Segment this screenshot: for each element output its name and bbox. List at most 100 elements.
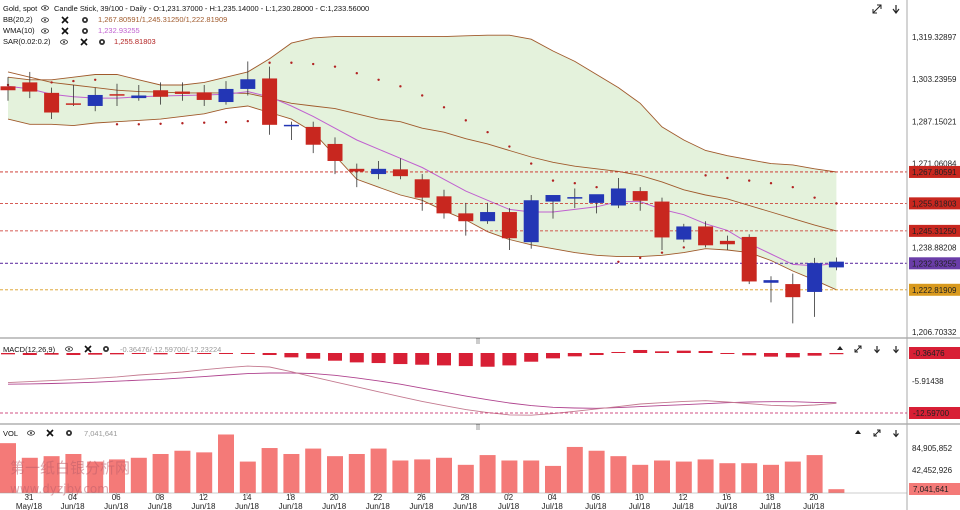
macd-histogram-bar [66, 353, 81, 356]
volume-settings-icon[interactable] [66, 430, 72, 436]
eye-icon[interactable] [41, 5, 49, 11]
volume-axis-label: 84,905,852 [912, 444, 953, 453]
volume-bar [806, 455, 823, 493]
resize-handle-icon[interactable] [476, 424, 480, 430]
macd-histogram-bar [720, 353, 735, 354]
volume-axis-label: 42,452,926 [912, 466, 953, 475]
candle [153, 90, 169, 97]
candle [109, 94, 125, 96]
volume-up-icon[interactable] [855, 430, 861, 434]
macd-header: MACD(12,26,9) -0.36476/-12.59700/-12.232… [3, 345, 899, 354]
candle [22, 82, 38, 92]
watermark-url: www.dyzjby.com [10, 482, 109, 496]
sar-point [704, 174, 707, 177]
candle [828, 261, 844, 268]
price-axis-label: 1,238.88208 [912, 244, 957, 253]
macd-histogram-bar [502, 353, 517, 366]
macd-eye-icon[interactable] [65, 346, 73, 352]
x-axis-day-label: 12 [679, 493, 688, 502]
macd-expand-icon[interactable] [854, 345, 862, 353]
macd-histogram-bar [698, 350, 713, 353]
price-badge-label: 1,245.31250 [912, 227, 957, 236]
expand-icon[interactable] [872, 4, 882, 14]
volume-bar [305, 448, 322, 493]
x-axis-month-label: Jul/18 [629, 502, 651, 510]
macd-current-value: -0.36476 [913, 349, 945, 358]
x-axis: 31May/1804Jun/1806Jun/1808Jun/1812Jun/18… [0, 492, 907, 510]
macd-down-icon[interactable] [893, 346, 899, 354]
sar-point [115, 123, 119, 126]
wma-eye-icon[interactable] [41, 28, 49, 34]
macd-histogram-bar [611, 351, 626, 353]
macd-histogram-bar [829, 353, 844, 355]
symbol-label: Gold, spot [3, 4, 38, 13]
sar-point [94, 78, 97, 81]
macd-up-icon[interactable] [837, 346, 843, 350]
volume-eye-icon[interactable] [27, 430, 35, 436]
wma-settings-icon[interactable] [82, 28, 88, 34]
bb-middle-line [7, 71, 837, 232]
macd-histogram-bar [764, 353, 778, 357]
x-axis-day-label: 14 [243, 493, 252, 502]
candle [589, 194, 605, 203]
x-axis-month-label: Jun/18 [148, 502, 173, 510]
candle [698, 226, 714, 246]
macd-histogram-bar [415, 353, 430, 365]
price-badge-label: 1,232.93255 [912, 259, 957, 268]
sar-eye-icon[interactable] [60, 39, 68, 45]
macd-settings-icon[interactable] [103, 346, 109, 352]
volume-bar [697, 459, 714, 493]
candle [785, 284, 801, 298]
bb-settings-icon[interactable] [82, 17, 88, 23]
sar-point [268, 61, 271, 64]
volume-bar [261, 448, 278, 493]
candle [545, 195, 561, 202]
candle [610, 188, 626, 206]
x-axis-day-label: 06 [112, 493, 121, 502]
chart-info-label: Candle Stick, 39/100 - Daily - O:1,231.3… [54, 4, 369, 13]
macd-down-icon[interactable] [874, 346, 880, 354]
volume-current-badge: 7,041,641 [909, 483, 960, 495]
sar-point [224, 121, 228, 124]
wma-values: 1,232.93255 [98, 26, 140, 35]
volume-bar [632, 464, 649, 493]
bb-eye-icon[interactable] [41, 17, 49, 23]
sar-point [72, 79, 75, 83]
macd-axis-label: -5.91438 [912, 377, 944, 386]
volume-bar [479, 455, 496, 493]
macd-signal-line [7, 372, 837, 409]
volume-bar [741, 463, 758, 493]
bb-close-icon[interactable] [61, 16, 69, 24]
sar-point [595, 185, 598, 189]
volume-down-icon[interactable] [893, 430, 899, 438]
volume-expand-icon[interactable] [873, 429, 881, 437]
macd-histogram-bar [44, 353, 59, 355]
volume-bar [348, 453, 365, 493]
sar-point [377, 78, 380, 81]
candle [131, 95, 147, 99]
candle [65, 103, 81, 105]
resize-handle-icon[interactable] [476, 338, 480, 344]
wma-close-icon[interactable] [61, 27, 69, 35]
sar-close-icon[interactable] [80, 38, 88, 46]
sar-settings-icon[interactable] [99, 39, 105, 45]
x-axis-month-label: Jul/18 [542, 502, 564, 510]
macd-close-icon[interactable] [84, 345, 92, 353]
chart-header: Gold, spot Candle Stick, 39/100 - Daily … [3, 4, 369, 46]
macd-histogram-bar [785, 353, 800, 358]
sar-point [312, 62, 315, 66]
candle [807, 263, 823, 292]
x-axis-day-label: 10 [635, 493, 644, 502]
sar-point [835, 202, 838, 205]
candle [523, 200, 539, 243]
volume-bar [283, 453, 300, 493]
volume-bar [784, 461, 801, 493]
macd-histogram-bar [328, 353, 342, 361]
volume-close-icon[interactable] [46, 429, 54, 437]
scroll-down-icon[interactable] [892, 5, 900, 14]
volume-bar [109, 459, 125, 493]
volume-bar [414, 459, 431, 493]
volume-header: VOL 7,041,641 [3, 429, 899, 438]
candle [174, 91, 190, 94]
